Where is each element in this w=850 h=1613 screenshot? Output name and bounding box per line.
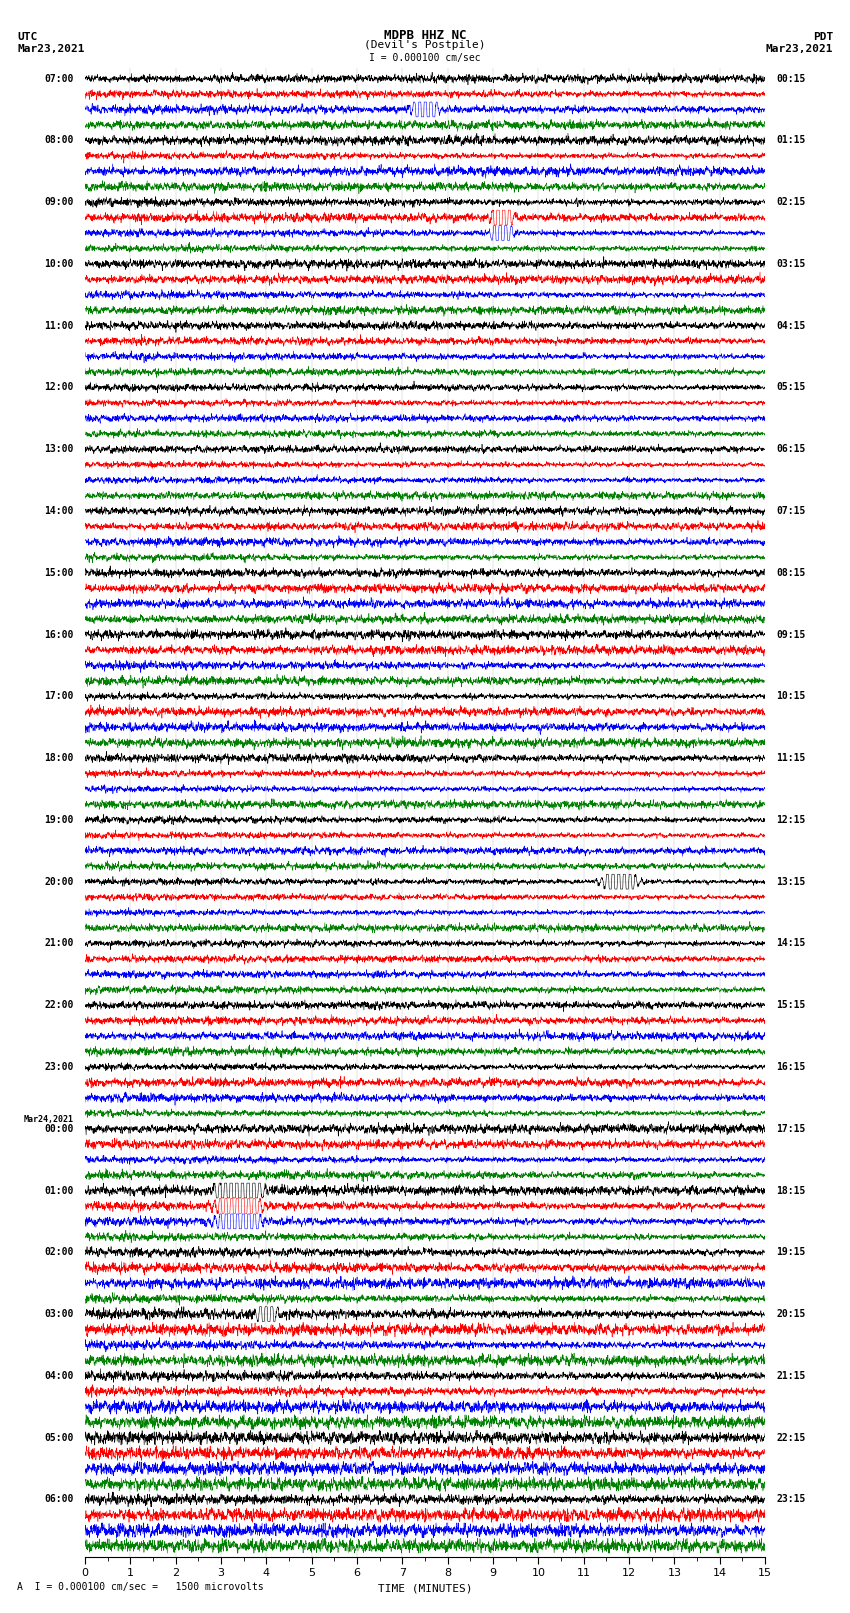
Text: 06:15: 06:15: [776, 444, 806, 455]
Text: 06:00: 06:00: [44, 1494, 74, 1505]
Text: 01:15: 01:15: [776, 135, 806, 145]
Text: 16:15: 16:15: [776, 1061, 806, 1073]
Text: A  I = 0.000100 cm/sec =   1500 microvolts: A I = 0.000100 cm/sec = 1500 microvolts: [17, 1582, 264, 1592]
Text: 19:15: 19:15: [776, 1247, 806, 1257]
Text: 03:00: 03:00: [44, 1310, 74, 1319]
Text: 15:15: 15:15: [776, 1000, 806, 1010]
X-axis label: TIME (MINUTES): TIME (MINUTES): [377, 1584, 473, 1594]
Text: 17:15: 17:15: [776, 1124, 806, 1134]
Text: 05:00: 05:00: [44, 1432, 74, 1442]
Text: 11:15: 11:15: [776, 753, 806, 763]
Text: MDPB HHZ NC: MDPB HHZ NC: [383, 29, 467, 42]
Text: PDT: PDT: [813, 32, 833, 42]
Text: 17:00: 17:00: [44, 692, 74, 702]
Text: 15:00: 15:00: [44, 568, 74, 577]
Text: 12:00: 12:00: [44, 382, 74, 392]
Text: (Devil's Postpile): (Devil's Postpile): [365, 40, 485, 50]
Text: 11:00: 11:00: [44, 321, 74, 331]
Text: Mar23,2021: Mar23,2021: [766, 44, 833, 53]
Text: 08:15: 08:15: [776, 568, 806, 577]
Text: 14:00: 14:00: [44, 506, 74, 516]
Text: 20:00: 20:00: [44, 876, 74, 887]
Text: 08:00: 08:00: [44, 135, 74, 145]
Text: 16:00: 16:00: [44, 629, 74, 639]
Text: 13:15: 13:15: [776, 876, 806, 887]
Text: 02:00: 02:00: [44, 1247, 74, 1257]
Text: 04:00: 04:00: [44, 1371, 74, 1381]
Text: 18:00: 18:00: [44, 753, 74, 763]
Text: 19:00: 19:00: [44, 815, 74, 824]
Text: 07:15: 07:15: [776, 506, 806, 516]
Text: Mar23,2021: Mar23,2021: [17, 44, 84, 53]
Text: 21:00: 21:00: [44, 939, 74, 948]
Text: 03:15: 03:15: [776, 258, 806, 269]
Text: 07:00: 07:00: [44, 74, 74, 84]
Text: 09:15: 09:15: [776, 629, 806, 639]
Text: 20:15: 20:15: [776, 1310, 806, 1319]
Text: 23:15: 23:15: [776, 1494, 806, 1505]
Text: 04:15: 04:15: [776, 321, 806, 331]
Text: 00:00: 00:00: [44, 1124, 74, 1134]
Text: 10:15: 10:15: [776, 692, 806, 702]
Text: 05:15: 05:15: [776, 382, 806, 392]
Text: 18:15: 18:15: [776, 1186, 806, 1195]
Text: 10:00: 10:00: [44, 258, 74, 269]
Text: UTC: UTC: [17, 32, 37, 42]
Text: 22:00: 22:00: [44, 1000, 74, 1010]
Text: 12:15: 12:15: [776, 815, 806, 824]
Text: 00:15: 00:15: [776, 74, 806, 84]
Text: Mar24,2021: Mar24,2021: [24, 1115, 74, 1124]
Text: 09:00: 09:00: [44, 197, 74, 206]
Text: 01:00: 01:00: [44, 1186, 74, 1195]
Text: 13:00: 13:00: [44, 444, 74, 455]
Text: I = 0.000100 cm/sec: I = 0.000100 cm/sec: [369, 53, 481, 63]
Text: 14:15: 14:15: [776, 939, 806, 948]
Text: 23:00: 23:00: [44, 1061, 74, 1073]
Text: 22:15: 22:15: [776, 1432, 806, 1442]
Text: 21:15: 21:15: [776, 1371, 806, 1381]
Text: 02:15: 02:15: [776, 197, 806, 206]
